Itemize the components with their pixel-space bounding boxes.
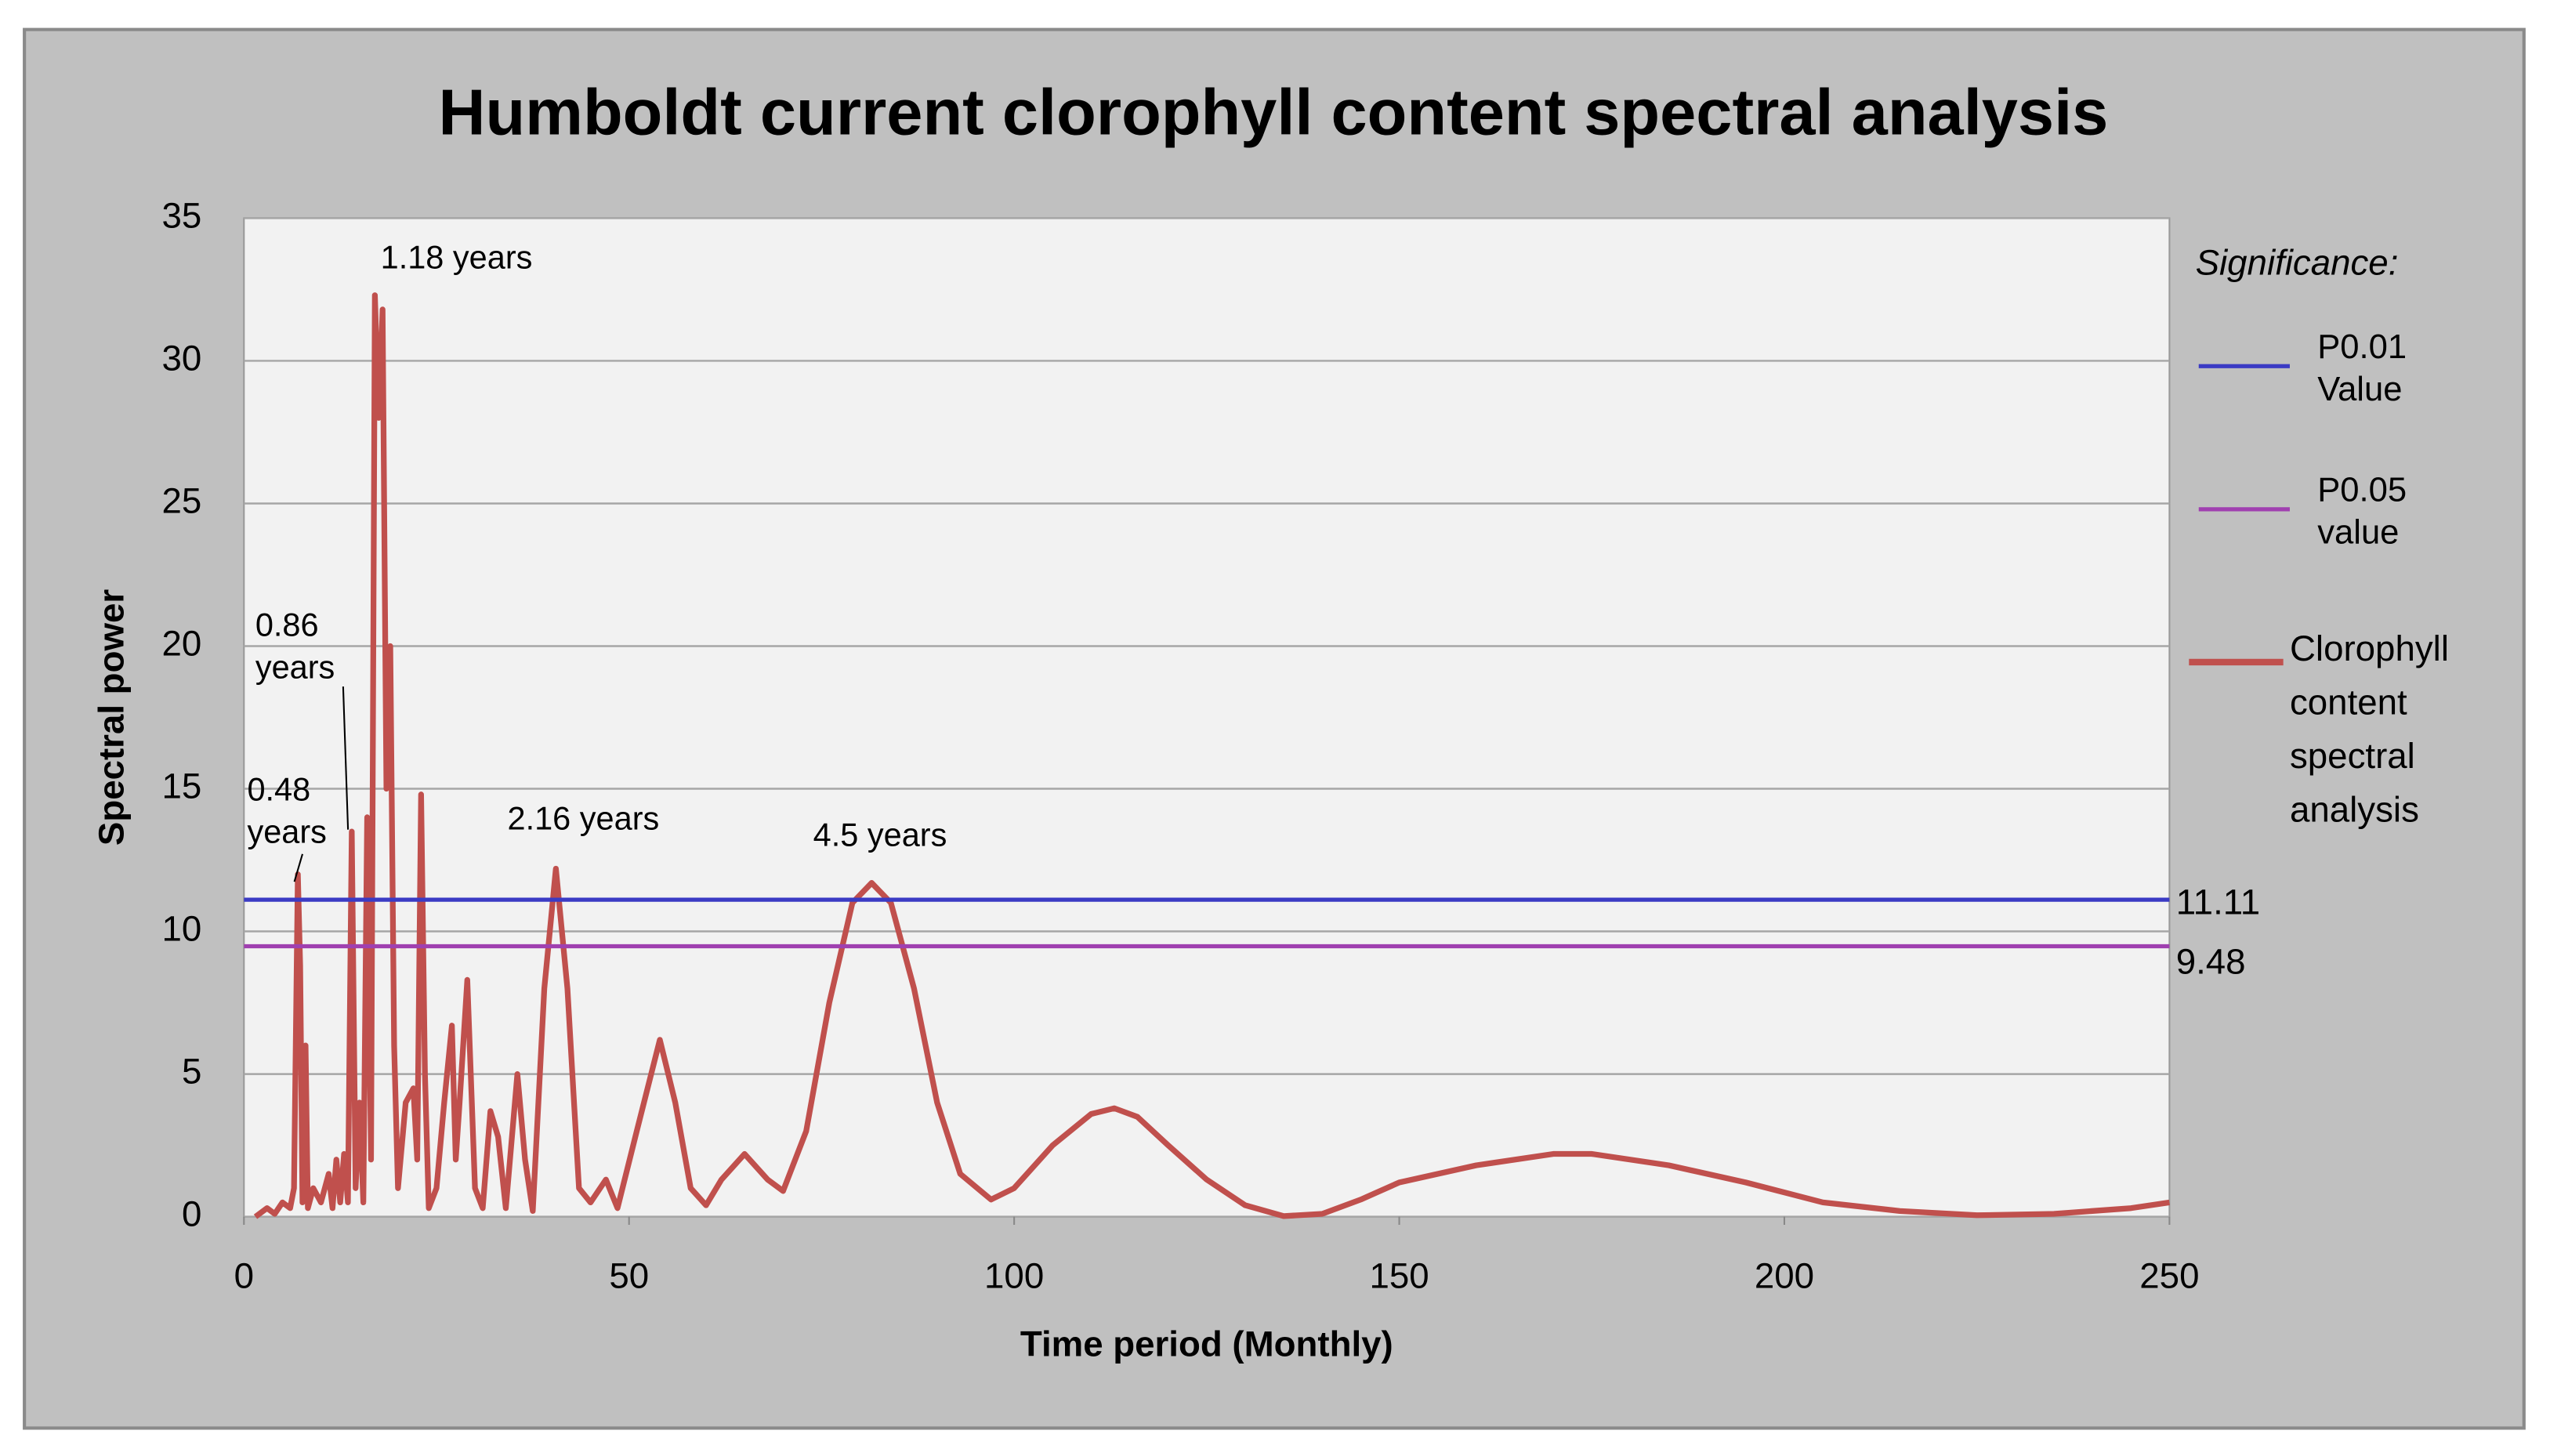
- x-axis-label: Time period (Monthly): [1020, 1324, 1393, 1364]
- annotation-box: 2.16 years: [507, 802, 660, 838]
- y-tick-label: 35: [162, 195, 202, 235]
- legend-label-box: P0.01 Value: [2317, 328, 2407, 409]
- y-tick-label: 5: [182, 1052, 201, 1092]
- legend-label: P0.05 value: [2317, 472, 2407, 552]
- annotation: 1.18 years: [380, 241, 533, 277]
- chart-title: Humboldt current clorophyll content spec…: [439, 76, 2109, 149]
- y-tick-label: 30: [162, 338, 202, 378]
- annotation-box: 0.86 years: [255, 608, 335, 687]
- x-tick-label: 100: [984, 1256, 1044, 1296]
- x-tick-label: 0: [234, 1256, 254, 1296]
- leader-line: [342, 686, 350, 830]
- annotation: 0.86 years: [255, 608, 335, 687]
- y-tick-label: 15: [162, 766, 202, 806]
- y-axis-label: Spectral power: [91, 589, 131, 846]
- reference-label: 11.11: [2176, 882, 2260, 922]
- legend-title: Significance:: [2196, 243, 2399, 283]
- y-tick-label: 20: [162, 624, 202, 664]
- y-tick-label: 25: [162, 481, 202, 521]
- x-tick-label: 200: [1755, 1256, 1814, 1296]
- annotation-box: 0.48 years: [247, 773, 327, 851]
- leader-line: [293, 853, 303, 882]
- annotation-box: 1.18 years: [380, 241, 533, 277]
- plot-area: [243, 217, 2171, 1218]
- reference-label: 9.48: [2176, 941, 2246, 981]
- legend-label-box: P0.05 value: [2317, 472, 2407, 552]
- legend-label-box: Clorophyll content spectral analysis: [2289, 634, 2449, 830]
- annotation: 0.48 years: [247, 773, 327, 851]
- data-line: [253, 292, 2170, 1219]
- x-tick-label: 150: [1369, 1256, 1429, 1296]
- legend-label: P0.01 Value: [2317, 328, 2407, 409]
- x-tick-label: 250: [2139, 1256, 2199, 1296]
- legend-label: Clorophyll content spectral analysis: [2289, 634, 2449, 830]
- annotation-box: 4.5 years: [813, 818, 947, 854]
- annotation: 4.5 years: [813, 818, 947, 854]
- annotation: 2.16 years: [507, 802, 660, 838]
- x-tick-label: 50: [609, 1256, 649, 1296]
- y-tick-label: 10: [162, 909, 202, 949]
- y-tick-label: 0: [182, 1194, 201, 1234]
